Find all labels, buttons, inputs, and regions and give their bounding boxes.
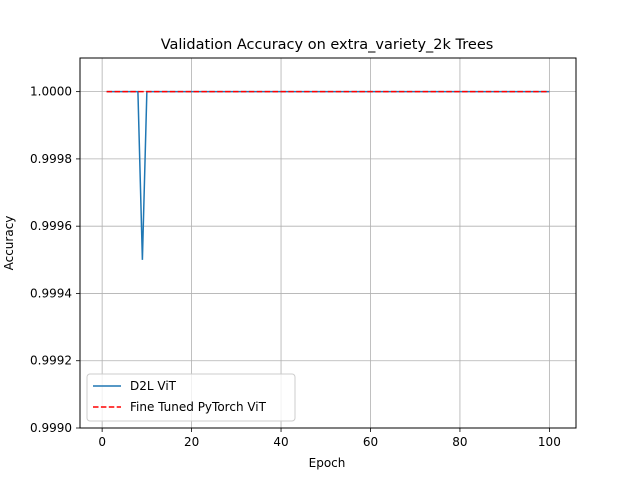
axis-ticks: 0 20 40 60 80 100 0.9990 0.9992 0.9994 0.9996 0.99…	[30, 85, 561, 449]
chart-title: Validation Accuracy on extra_variety_2k …	[161, 37, 494, 53]
x-tick-label: 40	[273, 435, 288, 449]
legend-label: D2L ViT	[130, 379, 177, 393]
y-tick-label: 0.9992	[30, 354, 72, 368]
legend-box	[86, 373, 296, 422]
plot-frame	[79, 57, 577, 429]
grid	[80, 58, 576, 429]
legend-label: Fine Tuned PyTorch ViT	[130, 400, 267, 414]
x-tick-label: 20	[184, 435, 199, 449]
y-tick-label: 0.9994	[30, 286, 72, 300]
y-tick-label: 0.9990	[30, 421, 72, 435]
y-tick-label: 0.9996	[30, 219, 72, 233]
x-tick-label: 80	[452, 435, 467, 449]
x-tick-label: 60	[363, 435, 378, 449]
y-tick-label: 1.0000	[30, 85, 72, 99]
plot-lines	[106, 90, 550, 260]
x-tick-label: 0	[98, 435, 106, 449]
y-axis-label: Accuracy	[2, 216, 16, 271]
legend: D2L ViT Fine Tuned PyTorch ViT	[86, 373, 296, 422]
x-axis-label: Epoch	[309, 456, 346, 470]
y-tick-label: 0.9998	[30, 152, 72, 166]
x-tick-label: 100	[538, 435, 561, 449]
